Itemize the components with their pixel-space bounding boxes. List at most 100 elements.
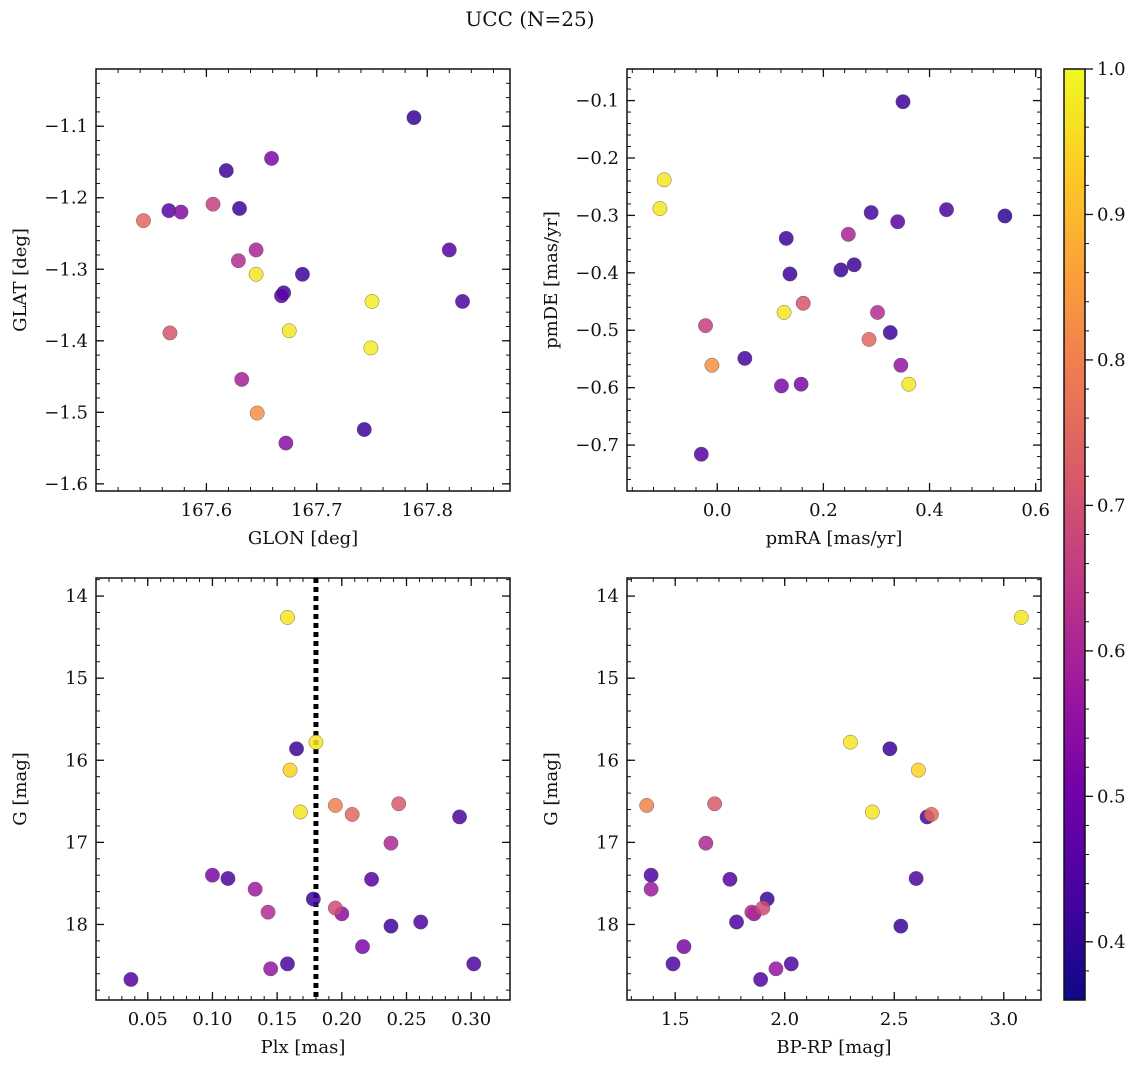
- data-point: [282, 762, 298, 778]
- data-point: [123, 972, 139, 987]
- x-tick-label: 0.15: [257, 1009, 297, 1030]
- data-point: [247, 881, 263, 897]
- data-point: [843, 734, 858, 750]
- data-point: [893, 357, 909, 373]
- data-point: [737, 350, 753, 366]
- y-tick-label: −0.5: [575, 320, 619, 341]
- x-axis-label: GLON [deg]: [248, 528, 358, 549]
- data-point: [997, 208, 1013, 224]
- data-point: [363, 340, 379, 356]
- y-tick-label: −0.6: [575, 378, 619, 399]
- data-point: [232, 201, 247, 216]
- colorbar: 0.4 0.5 0.6 0.7 0.8 0.9 1.0: [1063, 59, 1126, 1001]
- data-point: [280, 956, 295, 972]
- data-point: [231, 253, 246, 269]
- data-point: [305, 891, 321, 907]
- data-point: [795, 295, 811, 311]
- y-axis-label: G [mag]: [541, 752, 562, 825]
- data-point: [729, 914, 744, 930]
- y-tick-label: −1.5: [44, 402, 88, 423]
- x-tick-label: 0.6: [1021, 500, 1050, 521]
- data-point: [895, 94, 911, 110]
- data-point: [162, 325, 178, 341]
- y-tick-label: −0.1: [575, 91, 619, 112]
- data-point: [652, 201, 668, 216]
- y-tick-label: 15: [65, 668, 88, 689]
- colorbar-tick-label: 0.7: [1097, 495, 1126, 516]
- data-point: [327, 798, 343, 813]
- plot-frame: [95, 577, 511, 1001]
- y-tick-label: 17: [65, 832, 88, 853]
- x-tick-label: 0.25: [386, 1009, 426, 1030]
- data-point: [205, 867, 220, 883]
- data-point: [248, 242, 264, 258]
- colorbar-gradient: [1063, 68, 1086, 1001]
- x-tick-label: 1.5: [661, 1009, 690, 1030]
- y-tick-label: −0.3: [575, 205, 619, 226]
- data-point: [846, 257, 862, 273]
- data-point: [755, 900, 771, 916]
- data-point: [776, 305, 792, 320]
- figure-title: UCC (N=25): [465, 7, 594, 31]
- data-point: [774, 378, 789, 394]
- x-axis-label: Plx [mas]: [261, 1037, 346, 1058]
- data-point: [327, 900, 343, 916]
- y-tick-label: −1.3: [44, 259, 88, 280]
- x-tick-label: 167.8: [401, 500, 453, 521]
- data-point: [722, 871, 738, 887]
- x-tick-label: 0.30: [451, 1009, 491, 1030]
- panels: 167.6 167.7 167.8 −1.1 −1.2 −1.3 −1.4 −1.5 −1.6 G…: [10, 68, 1050, 1058]
- colorbar-tick-label: 0.9: [1097, 204, 1126, 225]
- data-point: [707, 796, 723, 812]
- data-point: [263, 961, 279, 977]
- data-point: [205, 196, 221, 212]
- data-point: [344, 807, 360, 822]
- data-point: [391, 796, 407, 812]
- data-point: [840, 226, 856, 242]
- data-point: [753, 972, 769, 987]
- panel-bprp-g: 1.5 2.0 2.5 3.0 14 15 16 17 18 BP-RP [mag] G [mag]: [541, 577, 1042, 1058]
- x-tick-label: 2.5: [880, 1009, 909, 1030]
- y-tick-label: −1.1: [44, 116, 88, 137]
- data-point: [413, 914, 429, 930]
- data-point: [704, 357, 720, 373]
- plot-frame: [626, 68, 1042, 492]
- data-point: [908, 871, 924, 886]
- data-point: [466, 956, 482, 972]
- data-point: [293, 804, 308, 820]
- data-point: [643, 881, 659, 897]
- data-point: [289, 741, 304, 757]
- x-tick-label: 0.10: [192, 1009, 232, 1030]
- data-point: [833, 262, 849, 278]
- data-point: [793, 376, 809, 392]
- data-point: [924, 807, 939, 822]
- data-point: [676, 939, 692, 955]
- data-point: [639, 798, 655, 813]
- colorbar-tick-label: 0.4: [1097, 932, 1126, 953]
- data-point: [234, 372, 250, 387]
- data-point: [1013, 610, 1029, 625]
- x-tick-label: 167.6: [181, 500, 233, 521]
- data-point: [882, 741, 898, 757]
- y-axis-label: G [mag]: [10, 752, 31, 825]
- data-point: [901, 376, 917, 392]
- data-point: [893, 918, 909, 934]
- data-point: [248, 266, 264, 282]
- data-point: [861, 332, 877, 347]
- data-point: [910, 762, 926, 778]
- data-point: [280, 610, 295, 625]
- x-tick-label: 3.0: [989, 1009, 1018, 1030]
- y-tick-label: 14: [65, 586, 88, 607]
- data-point: [295, 266, 310, 282]
- data-point: [939, 202, 954, 218]
- data-point: [264, 151, 279, 166]
- x-tick-label: 0.2: [809, 500, 838, 521]
- data-point: [870, 305, 885, 320]
- data-point: [355, 939, 370, 955]
- data-point: [778, 230, 794, 246]
- y-tick-label: −0.2: [575, 148, 619, 169]
- x-tick-label: 167.7: [291, 500, 343, 521]
- data-point: [173, 204, 189, 220]
- y-tick-label: 16: [65, 750, 88, 771]
